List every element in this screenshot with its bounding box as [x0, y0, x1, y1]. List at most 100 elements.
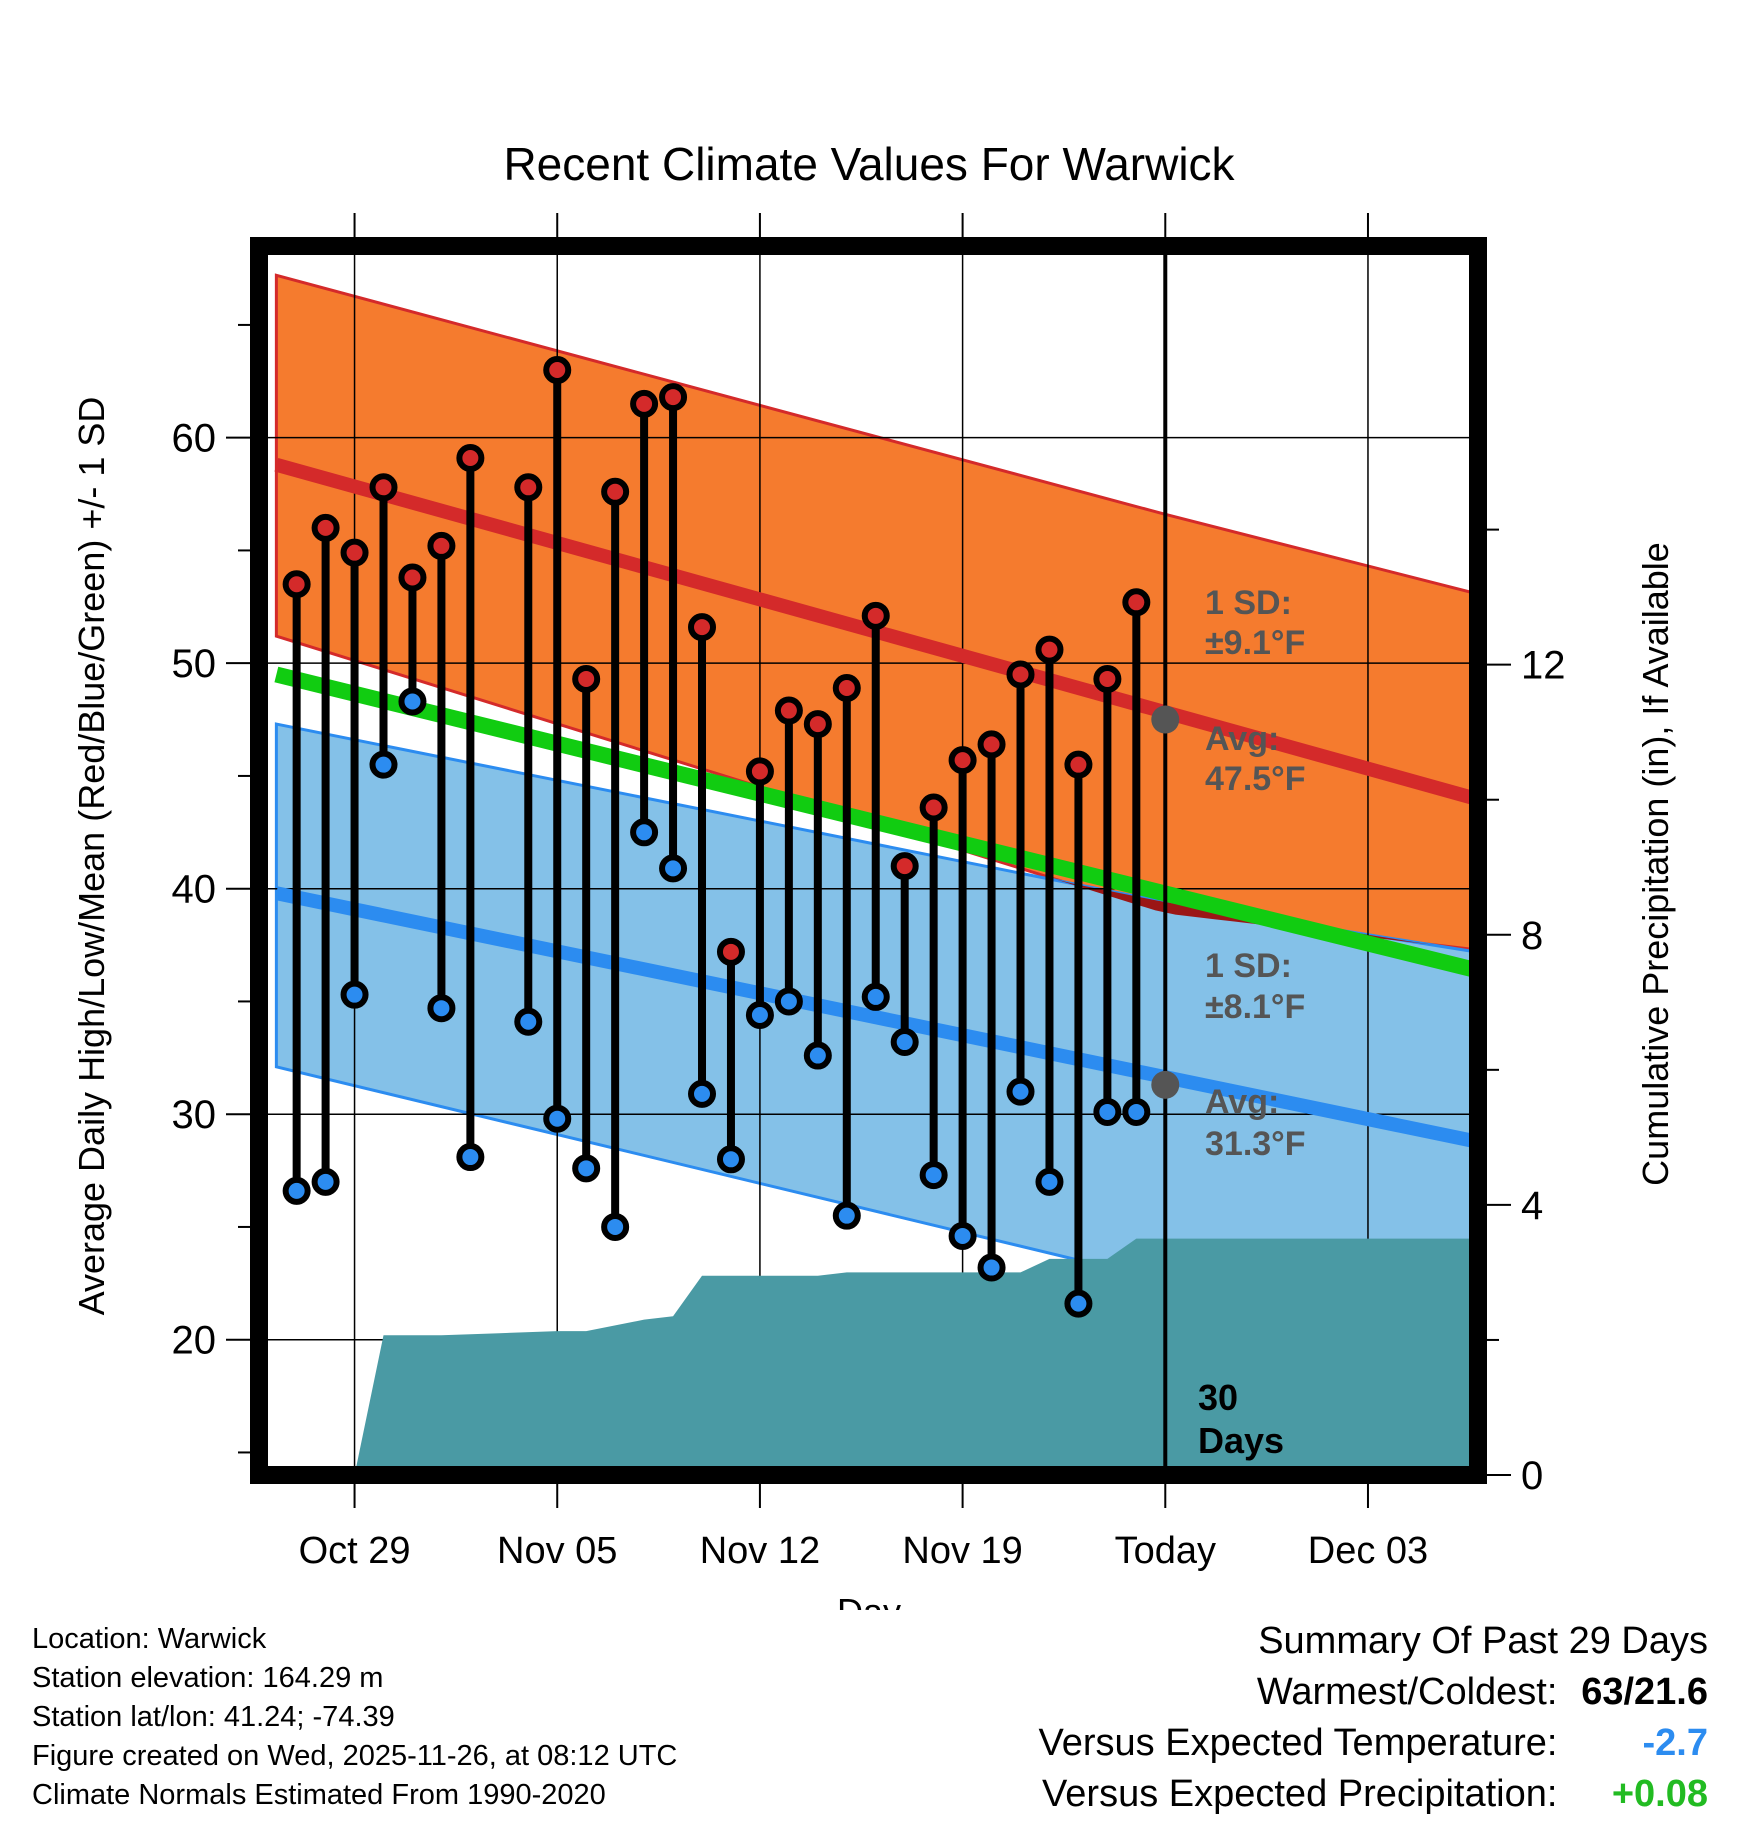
x-tick-label: Nov 12: [700, 1530, 820, 1572]
warm-cold-label: Warmest/Coldest:: [1256, 1671, 1558, 1713]
plot-frame: [250, 237, 1487, 1484]
daily-high-point: [427, 531, 456, 560]
daily-high-point: [861, 601, 890, 630]
station-info: Location: Warwick Station elevation: 164…: [32, 1620, 677, 1815]
daily-low-point: [774, 987, 803, 1016]
daily-high-point: [688, 613, 717, 642]
low-mean-line: [274, 886, 1477, 1149]
daily-high-point: [774, 696, 803, 725]
normals-text: Climate Normals Estimated From 1990-2020: [32, 1779, 606, 1811]
plot-area: 1 SD: ±9.1°F Avg: 47.5°F 1 SD: ±8.1°F Av…: [259, 246, 1478, 1475]
warm-cold-value: 63/21.6: [1581, 1671, 1708, 1713]
daily-high-point: [659, 383, 688, 412]
daily-high-point: [514, 473, 543, 502]
daily-high-point: [1064, 750, 1093, 779]
y2-tick-label: 4: [1521, 1184, 1543, 1228]
daily-low-point: [543, 1104, 572, 1133]
daily-low-point: [919, 1161, 948, 1190]
latlon-text: Station lat/lon: 41.24; -74.39: [32, 1701, 395, 1733]
temp-departure-value: -2.7: [1642, 1722, 1708, 1764]
daily-low-point: [890, 1028, 919, 1057]
high-avg-label-1: Avg:: [1205, 720, 1279, 758]
daily-low-point: [398, 687, 427, 716]
y2-axis-label: Cumulative Precipitation (in), If Availa…: [1635, 542, 1676, 1186]
days-label-1: 30: [1198, 1377, 1238, 1418]
daily-low-point: [340, 980, 369, 1009]
daily-low-point: [977, 1253, 1006, 1282]
daily-low-point: [688, 1079, 717, 1108]
summary-title: Summary Of Past 29 Days: [1258, 1620, 1708, 1662]
daily-high-point: [716, 937, 745, 966]
temp-departure-label: Versus Expected Temperature:: [1038, 1722, 1558, 1764]
daily-low-point: [572, 1154, 601, 1183]
daily-low-point: [745, 1000, 774, 1029]
daily-high-point: [977, 730, 1006, 759]
daily-low-point: [1006, 1077, 1035, 1106]
precip-departure-row: Versus Expected Precipitation: +0.08: [1039, 1769, 1708, 1820]
x-tick-label: Today: [1115, 1530, 1216, 1572]
axes: 20 30 40 50 60 0 4 8 12 Oct 29 Nov 05 Nov 12 Nov 19 T…: [172, 213, 1566, 1572]
y-tick-label: 40: [172, 868, 217, 912]
daily-low-point: [630, 818, 659, 847]
daily-points: [282, 356, 1151, 1318]
daily-high-point: [1006, 660, 1035, 689]
chart-title: Recent Climate Values For Warwick: [503, 138, 1235, 190]
climate-chart: Recent Climate Values For Warwick 1 SD: …: [71, 138, 1676, 1610]
daily-high-point: [890, 852, 919, 881]
daily-high-point: [572, 664, 601, 693]
high-sd-label-2: ±9.1°F: [1205, 624, 1305, 662]
low-avg-marker: [1151, 1070, 1180, 1099]
y-tick-label: 30: [172, 1093, 217, 1137]
daily-low-point: [1122, 1097, 1151, 1126]
x-tick-label: Oct 29: [299, 1530, 411, 1572]
daily-low-point: [514, 1007, 543, 1036]
daily-high-point: [456, 443, 485, 472]
location-text: Location: Warwick: [32, 1623, 267, 1655]
low-avg-label-1: Avg:: [1205, 1083, 1279, 1121]
daily-high-point: [745, 757, 774, 786]
daily-high-point: [832, 673, 861, 702]
daily-low-point: [1035, 1167, 1064, 1196]
high-avg-label-2: 47.5°F: [1205, 760, 1306, 798]
daily-low-point: [369, 750, 398, 779]
y2-tick-label: 12: [1521, 644, 1566, 688]
x-tick-label: Nov 05: [497, 1530, 617, 1572]
high-sd-label-1: 1 SD:: [1205, 584, 1292, 622]
daily-high-point: [1093, 664, 1122, 693]
daily-low-point: [861, 982, 890, 1011]
y-tick-label: 50: [172, 642, 217, 686]
x-tick-label: Dec 03: [1308, 1530, 1428, 1572]
daily-low-point: [456, 1143, 485, 1172]
y-axis-label: Average Daily High/Low/Mean (Red/Blue/Gr…: [71, 397, 112, 1316]
daily-high-point: [1122, 588, 1151, 617]
daily-high-point: [630, 389, 659, 418]
daily-low-point: [803, 1041, 832, 1070]
daily-high-point: [398, 563, 427, 592]
daily-high-point: [919, 793, 948, 822]
low-sd-label-2: ±8.1°F: [1205, 988, 1305, 1026]
daily-high-point: [948, 746, 977, 775]
low-avg-label-2: 31.3°F: [1205, 1125, 1306, 1163]
y2-tick-label: 8: [1521, 914, 1543, 958]
daily-low-point: [311, 1167, 340, 1196]
summary-panel: Summary Of Past 29 Days Warmest/Coldest:…: [1039, 1616, 1708, 1820]
precip-departure-label: Versus Expected Precipitation:: [1042, 1773, 1558, 1815]
daily-low-point: [427, 994, 456, 1023]
daily-high-point: [803, 710, 832, 739]
temp-departure-row: Versus Expected Temperature: -2.7: [1039, 1718, 1708, 1769]
x-tick-label: Nov 19: [902, 1530, 1022, 1572]
days-label-2: Days: [1198, 1420, 1284, 1461]
daily-low-point: [601, 1212, 630, 1241]
daily-high-point: [340, 538, 369, 567]
daily-low-point: [282, 1176, 311, 1205]
daily-low-point: [1064, 1289, 1093, 1318]
y-tick-label: 20: [172, 1319, 217, 1363]
daily-high-point: [369, 473, 398, 502]
daily-high-point: [1035, 635, 1064, 664]
daily-high-point: [543, 356, 572, 385]
daily-low-point: [716, 1145, 745, 1174]
daily-high-point: [311, 513, 340, 542]
x-axis-label: Day: [837, 1591, 901, 1610]
daily-high-point: [282, 570, 311, 599]
precip-area: [354, 1238, 1476, 1475]
